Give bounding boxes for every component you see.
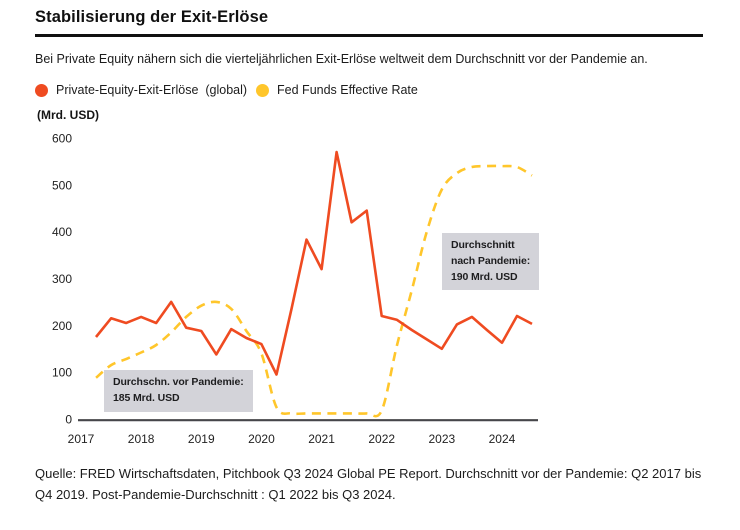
y-tick-label: 300 xyxy=(52,272,72,286)
y-tick-label: 200 xyxy=(52,319,72,333)
legend-item-fed-funds: Fed Funds Effective Rate xyxy=(256,83,418,97)
chart-area: 0 100 200 300 400 500 600 2017 2018 2019 2020 2021 2… xyxy=(0,127,740,457)
annotation-line: Durchschn. vor Pandemie: xyxy=(113,376,244,388)
y-tick-label: 600 xyxy=(52,132,72,146)
x-tick-label: 2024 xyxy=(489,432,516,446)
chart-svg: 0 100 200 300 400 500 600 2017 2018 2019 2020 2021 2… xyxy=(52,132,538,446)
y-tick-label: 100 xyxy=(52,366,72,380)
x-tick-label: 2018 xyxy=(128,432,155,446)
source-note: Quelle: FRED Wirtschaftsdaten, Pitchbook… xyxy=(35,466,702,503)
legend-item-pe-exits: Private-Equity-Exit-Erlöse (global) xyxy=(35,83,247,97)
y-tick-label: 400 xyxy=(52,225,72,239)
x-tick-label: 2019 xyxy=(188,432,215,446)
legend: Private-Equity-Exit-Erlöse (global) Fed … xyxy=(35,83,418,97)
annotation-pre-pandemic-average: Durchschn. vor Pandemie: 185 Mrd. USD xyxy=(104,370,253,412)
x-tick-label: 2023 xyxy=(428,432,455,446)
x-tick-label: 2021 xyxy=(308,432,335,446)
page-title: Stabilisierung der Exit-Erlöse xyxy=(35,8,269,26)
subtitle: Bei Private Equity nähern sich die viert… xyxy=(35,52,648,66)
x-tick-label: 2022 xyxy=(368,432,395,446)
title-rule xyxy=(35,34,703,37)
y-tick-label: 500 xyxy=(52,178,72,192)
fed-funds-dot-icon xyxy=(256,83,270,97)
annotation-line: nach Pandemie: xyxy=(451,254,531,267)
legend-label-pe-exits: Private-Equity-Exit-Erlöse (global) xyxy=(56,83,248,97)
annotation-line: Durchschnitt xyxy=(451,239,515,251)
legend-label-fed-funds: Fed Funds Effective Rate xyxy=(277,83,418,97)
y-tick-label: 0 xyxy=(65,413,72,427)
y-axis-unit-label: (Mrd. USD) xyxy=(37,108,99,122)
x-tick-label: 2020 xyxy=(248,432,275,446)
annotation-line: 190 Mrd. USD xyxy=(451,270,518,283)
pe-exits-dot-icon xyxy=(35,83,48,97)
x-tick-label: 2017 xyxy=(68,432,95,446)
pe-exits-line xyxy=(94,150,533,376)
annotation-post-pandemic-average: Durchschnitt nach Pandemie: 190 Mrd. USD xyxy=(442,233,540,291)
fed-funds-line xyxy=(95,164,533,418)
annotation-line: 185 Mrd. USD xyxy=(113,391,180,404)
